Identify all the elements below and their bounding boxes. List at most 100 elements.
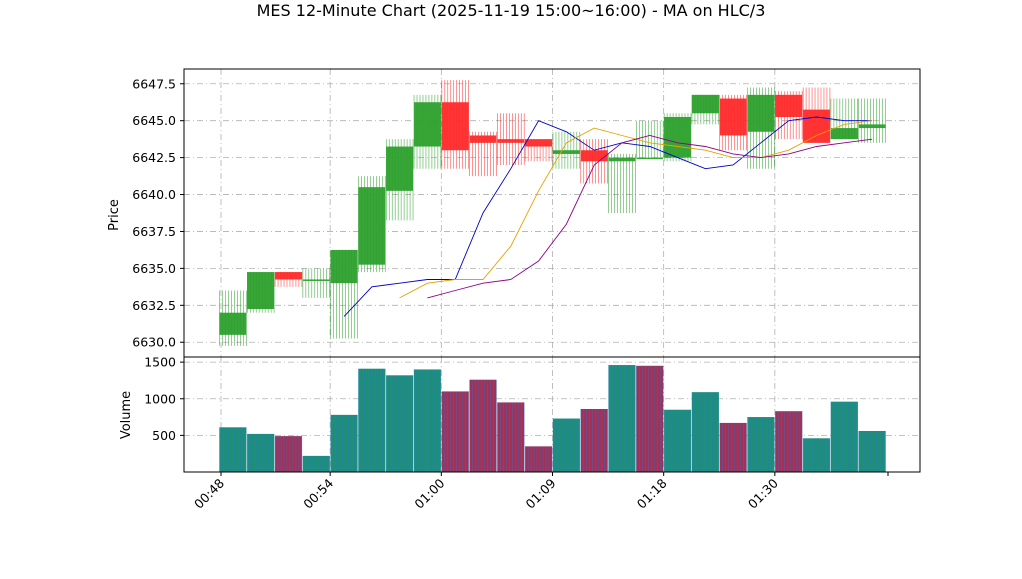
volume-bar — [524, 446, 553, 472]
volume-bar-fill — [747, 417, 775, 472]
volume-bar — [691, 392, 719, 472]
candle-body — [525, 139, 552, 147]
volume-bar — [358, 368, 386, 472]
candle — [663, 113, 692, 162]
candle-body — [775, 94, 803, 117]
x-tick-label: 01:30 — [745, 475, 781, 511]
volume-bar-fill — [330, 414, 358, 472]
candle — [858, 98, 886, 143]
price-panel: 6630.0 6632.5 6635.0 6637.5 6640.0 6642.5 6645… — [107, 68, 921, 358]
price-y-tick-label: 6640.0 — [132, 187, 176, 202]
candle — [719, 94, 747, 151]
price-y-tick-label: 6642.5 — [132, 150, 176, 165]
candle-body — [386, 146, 414, 191]
volume-bar — [830, 401, 858, 472]
volume-bar-fill — [858, 430, 886, 472]
price-y-tick-label: 6635.0 — [132, 261, 176, 276]
candle-body — [441, 102, 469, 151]
volume-bar-fill — [469, 379, 497, 472]
candle — [830, 98, 859, 140]
candle-body — [691, 94, 719, 114]
volume-bar — [247, 433, 275, 472]
candle-body — [358, 187, 386, 265]
volume-bar — [775, 411, 803, 472]
volume-bar — [219, 427, 247, 472]
volume-bar-fill — [608, 365, 636, 472]
candle-body — [664, 117, 691, 158]
volume-bar — [747, 417, 775, 472]
candle — [413, 94, 442, 169]
x-tick-label: 00:54 — [300, 475, 336, 511]
volume-bar — [330, 414, 358, 472]
volume-bar — [469, 379, 497, 472]
volume-bar-fill — [719, 422, 747, 472]
volume-bar — [441, 391, 469, 472]
candle — [691, 94, 720, 125]
price-y-tick-label: 6647.5 — [132, 76, 176, 91]
volume-bar — [274, 436, 303, 472]
volume-bar — [636, 365, 664, 472]
candle — [219, 290, 247, 346]
candle — [385, 139, 414, 221]
candle — [358, 176, 386, 273]
price-y-tick-label: 6637.5 — [132, 224, 176, 239]
candle-body — [247, 272, 275, 309]
volume-bar-fill — [275, 436, 302, 472]
candle-body — [580, 150, 608, 162]
candle — [469, 131, 497, 177]
volume-y-tick-label: 1000 — [144, 391, 176, 406]
candle-body — [719, 98, 747, 136]
candle-body — [858, 124, 886, 129]
volume-bar-fill — [691, 392, 719, 472]
x-tick-label: 01:00 — [411, 475, 447, 511]
candle — [330, 249, 358, 339]
volume-bar-fill — [386, 375, 414, 472]
volume-bar-fill — [525, 446, 552, 472]
volume-y-tick-label: 500 — [152, 428, 176, 443]
candle-body — [636, 157, 664, 160]
volume-bar-fill — [358, 368, 386, 472]
candle-body — [469, 135, 497, 143]
candle — [302, 268, 330, 298]
candle-body — [414, 102, 441, 147]
candle-body — [219, 312, 247, 335]
volume-bar-fill — [219, 427, 247, 472]
volume-bar-fill — [441, 391, 469, 472]
x-tick-label: 00:48 — [191, 475, 227, 511]
candle — [524, 139, 553, 162]
candle-body — [275, 272, 302, 280]
candle — [274, 272, 303, 287]
price-y-tick-label: 6632.5 — [132, 298, 176, 313]
volume-bar-fill — [497, 402, 525, 472]
volume-bar — [552, 418, 581, 472]
volume-bar — [386, 375, 414, 472]
volume-bar-fill — [247, 433, 275, 472]
candle-body — [553, 150, 580, 154]
volume-bar — [719, 422, 747, 472]
volume-bar-fill — [775, 411, 803, 472]
x-tick-label: 01:18 — [634, 475, 670, 511]
candle — [552, 131, 581, 169]
volume-bar — [858, 430, 886, 472]
volume-bar-fill — [664, 409, 691, 472]
volume-bar — [608, 365, 636, 472]
ma-mid-line — [399, 120, 873, 299]
chart-title: MES 12-Minute Chart (2025-11-19 15:00~16… — [257, 1, 766, 20]
volume-bar-fill — [414, 369, 441, 472]
price-y-label: Price — [107, 199, 122, 231]
volume-bar-fill — [803, 438, 830, 472]
ma-fast-line — [343, 116, 873, 317]
candle-body — [830, 128, 858, 140]
ma-slow-line — [427, 135, 873, 299]
candle — [580, 139, 608, 184]
volume-bar-fill — [636, 365, 664, 472]
volume-bar-fill — [553, 418, 580, 472]
volume-bar — [302, 455, 330, 472]
candle — [246, 272, 275, 313]
price-candles — [219, 80, 886, 346]
price-y-tick-label: 6630.0 — [132, 335, 176, 350]
candle — [441, 80, 469, 169]
